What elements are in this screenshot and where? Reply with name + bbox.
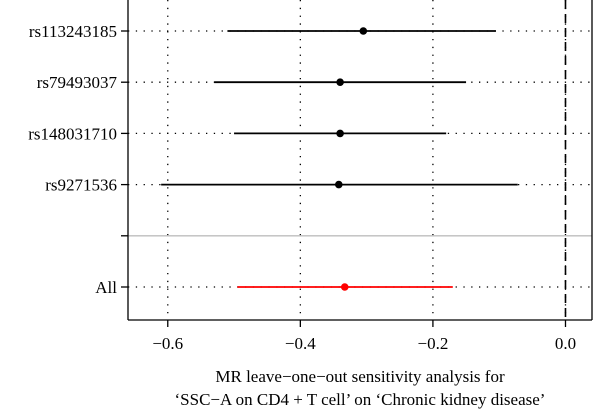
estimate-point bbox=[336, 129, 344, 138]
estimate-point bbox=[340, 283, 349, 291]
axes-layer bbox=[121, 0, 593, 327]
labels-layer: rs113243185 rs79493037 rs148031710 rs927153… bbox=[28, 22, 576, 409]
estimate-point bbox=[336, 78, 344, 86]
y-tick-label: rs148031710 bbox=[28, 124, 117, 143]
estimate-point bbox=[359, 27, 368, 35]
marks-layer bbox=[161, 27, 518, 291]
x-tick-label: −0.6 bbox=[152, 334, 183, 353]
y-tick-label: All bbox=[95, 278, 117, 297]
y-tick-label: rs79493037 bbox=[37, 73, 118, 92]
x-axis-label: ‘SSC−A on CD4 + T cell’ on ‘Chronic kidn… bbox=[175, 390, 546, 409]
x-axis-label: MR leave−one−out sensitivity analysis fo… bbox=[215, 367, 505, 386]
estimate-point bbox=[334, 180, 343, 189]
x-tick-label: −0.4 bbox=[285, 334, 316, 353]
y-tick-label: rs9271536 bbox=[45, 176, 117, 195]
x-tick-label: 0.0 bbox=[555, 334, 576, 353]
grid-layer bbox=[128, 0, 592, 320]
x-tick-label: −0.2 bbox=[417, 334, 448, 353]
y-tick-label: rs113243185 bbox=[29, 22, 117, 41]
